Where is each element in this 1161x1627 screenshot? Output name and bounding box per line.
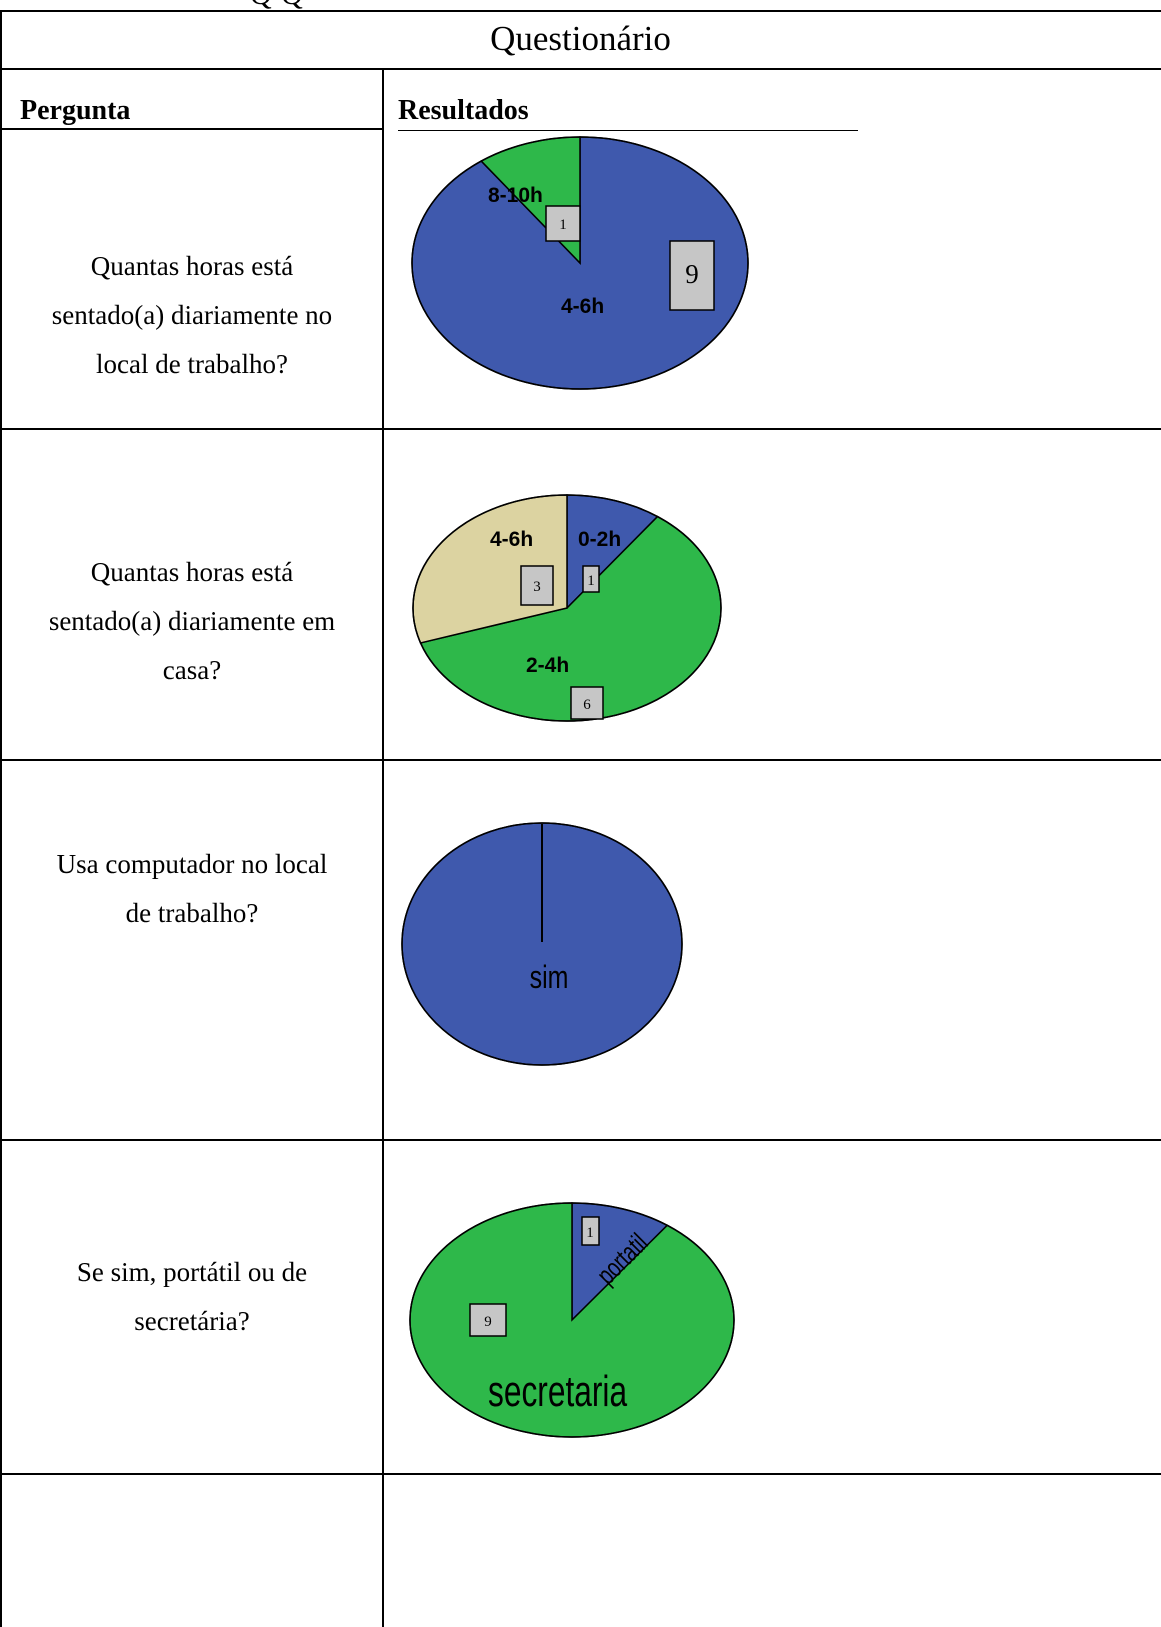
question-cell: Usa computador no local de trabalho? — [2, 840, 382, 938]
column-divider — [382, 68, 384, 1627]
chart-top-rule — [398, 130, 858, 131]
row-divider — [0, 428, 1161, 430]
count-box — [669, 240, 715, 311]
count-label: 9 — [685, 259, 699, 289]
question-line: de trabalho? — [125, 898, 259, 928]
question-line: sentado(a) diariamente em — [48, 606, 336, 636]
question-line: Se sim, portátil ou de — [76, 1257, 308, 1287]
count-box — [582, 565, 600, 593]
slice-label-secretaria: secretaria — [488, 1367, 628, 1416]
table-border-top — [0, 10, 1161, 12]
row-divider — [0, 128, 384, 130]
question-line: secretária? — [134, 1306, 250, 1336]
question-line: local de trabalho? — [96, 349, 288, 379]
row-divider — [0, 1139, 1161, 1141]
slice-label-4-6h: 4-6h — [561, 295, 604, 318]
pie-outline — [401, 822, 683, 1066]
count-label: 9 — [484, 1314, 492, 1330]
pie-chart-laptop-desktop: 1 portatil 9 secretaria — [409, 1202, 735, 1438]
pie-chart-home-hours: 4-6h 0-2h 2-4h 3 1 6 — [412, 494, 722, 722]
questionnaire-table: Questionário Pergunta Resultados Quantas… — [0, 10, 1161, 1627]
column-header-question: Pergunta — [20, 95, 131, 126]
count-label: 3 — [533, 579, 541, 595]
table-title: Questionário — [490, 19, 671, 58]
row-divider — [0, 1473, 1161, 1475]
pie-chart-work-hours: 8-10h 4-6h 1 9 — [411, 136, 749, 390]
count-label: 1 — [586, 1225, 594, 1241]
slice-label-sim: sim — [530, 960, 569, 996]
slice-label-2-4h: 2-4h — [526, 654, 569, 677]
pie-outline — [411, 136, 749, 390]
count-box — [570, 686, 604, 720]
table-border-left — [0, 10, 2, 1627]
count-label: 1 — [587, 573, 595, 589]
slice-label-0-2h: 0-2h — [578, 528, 621, 551]
count-box — [469, 1303, 507, 1337]
cut-off-heading: Q Q — [0, 0, 1161, 11]
row-divider — [0, 759, 1161, 761]
pie-outline — [409, 1202, 735, 1438]
question-cell: Quantas horas está sentado(a) diariament… — [2, 242, 382, 389]
count-label: 1 — [559, 217, 567, 233]
row-divider — [0, 68, 1161, 70]
cut-heading-text: Q Q — [250, 0, 304, 11]
pie-chart-computer-use: sim — [401, 822, 683, 1066]
question-cell: Quantas horas está sentado(a) diariament… — [2, 548, 382, 695]
question-line: Usa computador no local — [56, 849, 328, 879]
question-line: casa? — [162, 655, 222, 685]
slice-label-8-10h: 8-10h — [488, 184, 543, 207]
count-box — [520, 565, 554, 606]
slice-label-4-6h: 4-6h — [490, 528, 533, 551]
question-line: Quantas horas está — [90, 557, 294, 587]
count-box — [545, 205, 581, 242]
question-line: Quantas horas está — [90, 251, 294, 281]
question-line: sentado(a) diariamente no — [51, 300, 333, 330]
count-label: 6 — [583, 697, 591, 713]
count-box — [581, 1216, 600, 1246]
column-header-results: Resultados — [398, 95, 529, 126]
question-cell: Se sim, portátil ou de secretária? — [2, 1248, 382, 1346]
pie-outline — [412, 494, 722, 722]
